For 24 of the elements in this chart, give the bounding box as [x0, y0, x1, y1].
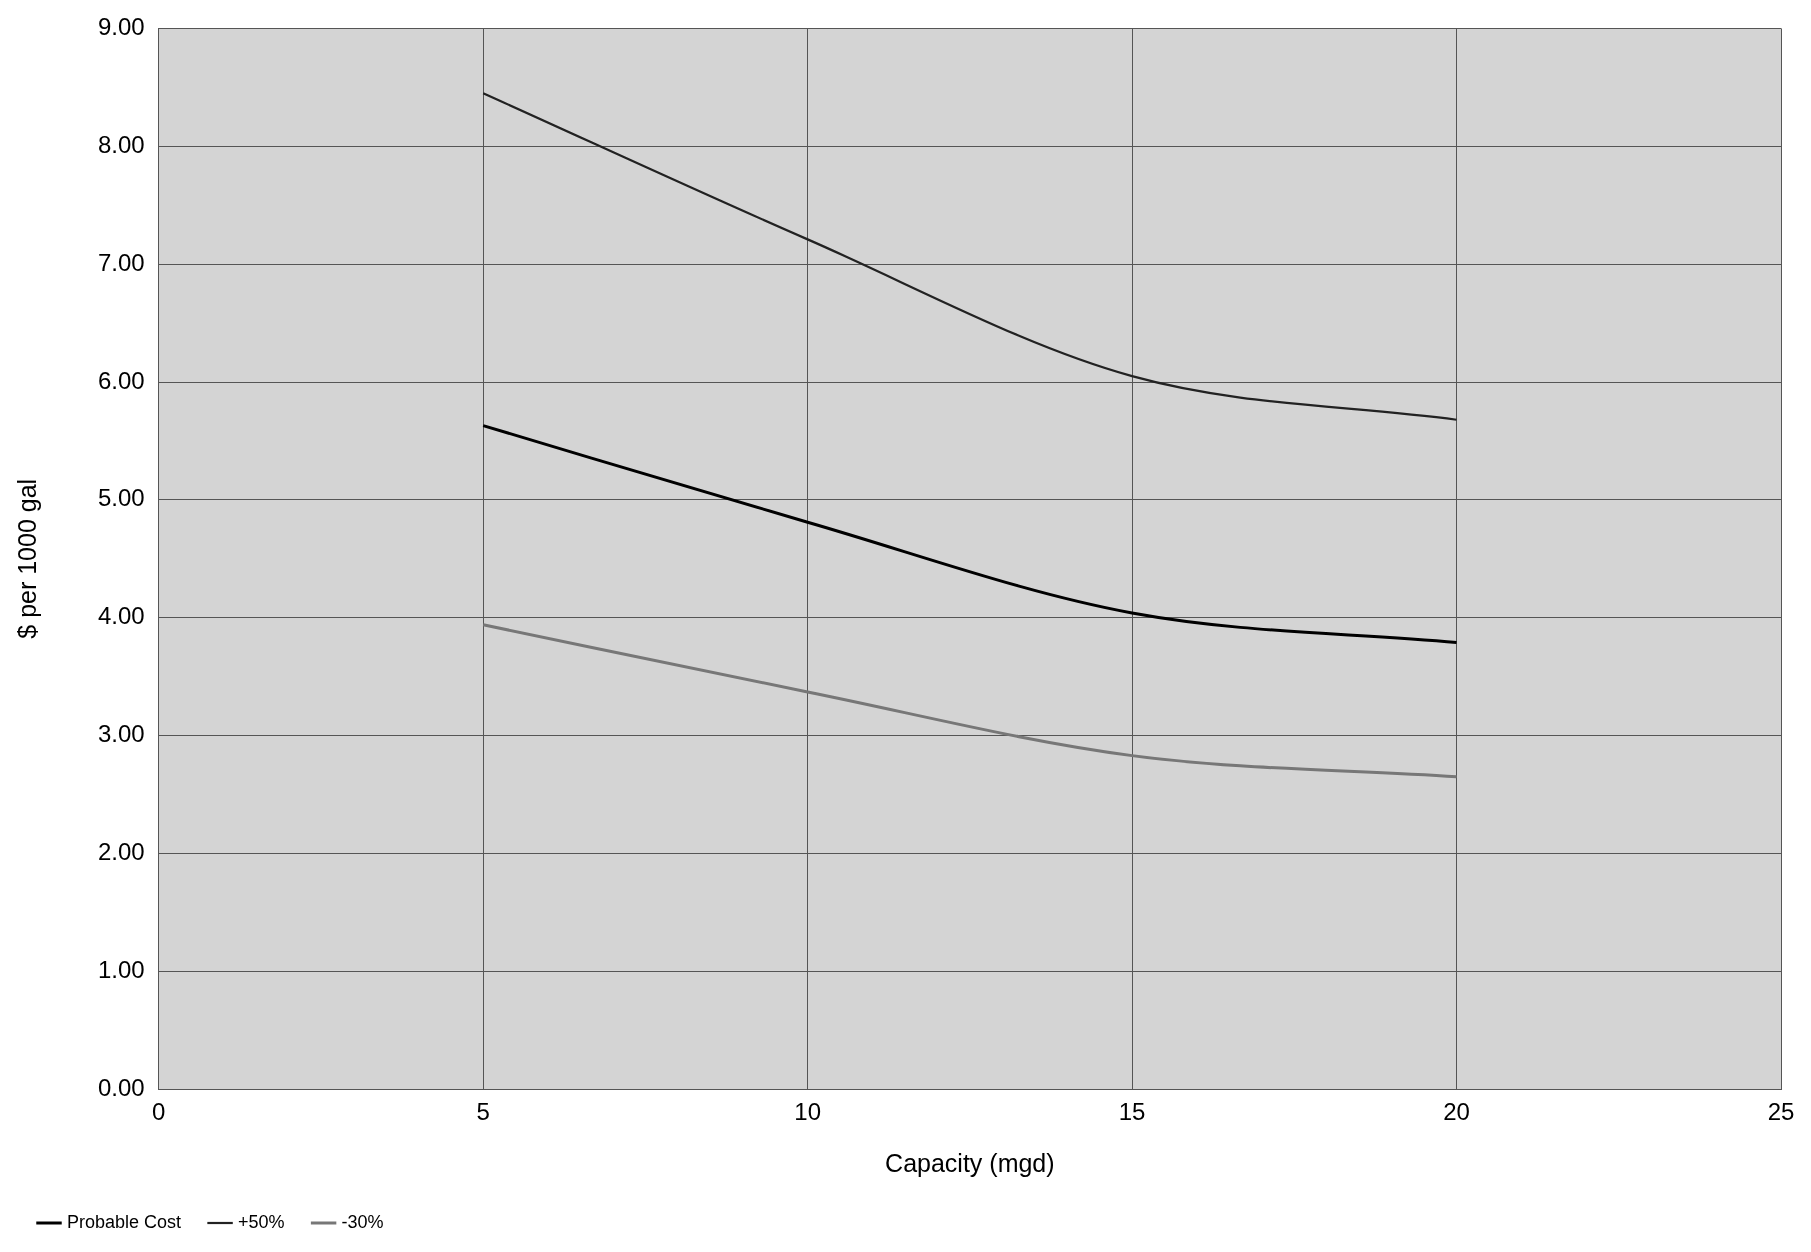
y-tick-label: 2.00	[97, 838, 145, 866]
legend-label: Probable Cost	[67, 1211, 182, 1232]
x-tick-label: 5	[476, 1098, 490, 1126]
y-tick-label: 3.00	[97, 720, 145, 748]
y-tick-label: 1.00	[97, 955, 145, 983]
legend-label: -30%	[341, 1211, 384, 1232]
x-axis-title: Capacity (mgd)	[885, 1148, 1055, 1177]
y-tick-label: 0.00	[97, 1073, 145, 1101]
legend-label: +50%	[238, 1211, 285, 1232]
y-tick-label: 4.00	[97, 602, 145, 630]
y-tick-label: 9.00	[97, 13, 145, 41]
y-tick-label: 6.00	[97, 366, 145, 394]
x-tick-label: 15	[1118, 1098, 1146, 1126]
y-axis-title: $ per 1000 gal	[12, 478, 41, 639]
y-tick-label: 7.00	[97, 248, 145, 276]
x-tick-label: 0	[152, 1098, 166, 1126]
line-series	[481, 623, 1459, 779]
x-tick-label: 10	[794, 1098, 821, 1126]
x-tick-label: 20	[1443, 1098, 1470, 1126]
y-tick-label: 8.00	[97, 130, 145, 158]
line-series	[481, 424, 1459, 644]
x-tick-label: 25	[1767, 1098, 1795, 1126]
line-series	[482, 92, 1458, 421]
y-tick-label: 5.00	[97, 484, 145, 512]
